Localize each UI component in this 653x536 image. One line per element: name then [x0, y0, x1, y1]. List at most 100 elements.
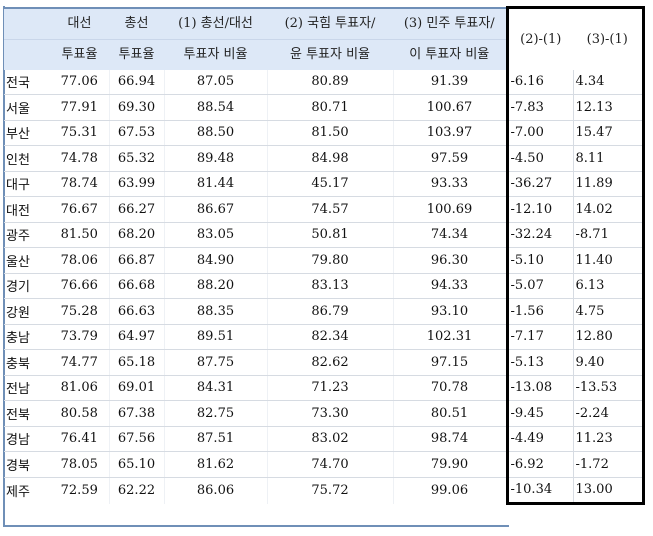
presidential-turnout-cell: 76.66: [50, 273, 110, 299]
voter-ratio-cell: 88.54: [164, 94, 268, 121]
diff-3-1-cell: 11.23: [573, 426, 645, 452]
ppp-ratio-cell: 83.13: [267, 273, 394, 299]
diff-3-1-cell: 15.47: [573, 120, 645, 146]
diff-2-1-cell: -6.92: [505, 451, 574, 478]
voter-ratio-cell: 87.05: [164, 69, 268, 95]
table-row: 서울 77.91 69.30 88.54 80.71 100.67 -7.83 12.13: [4, 94, 645, 121]
presidential-turnout-cell: 78.74: [50, 171, 110, 197]
general-turnout-cell: 69.01: [109, 375, 165, 401]
dp-ratio-cell: 100.69: [393, 196, 507, 223]
dp-ratio-cell: 96.30: [393, 247, 507, 274]
region-cell: 경북: [4, 451, 50, 478]
general-turnout-cell: 69.30: [109, 94, 165, 121]
general-turnout-cell: 66.63: [109, 298, 165, 325]
region-cell: 충북: [4, 349, 50, 376]
diff-3-1-cell: 9.40: [573, 349, 645, 376]
ppp-ratio-cell: 83.02: [267, 426, 394, 452]
general-turnout-cell: 66.27: [109, 196, 165, 223]
table-row: 경기 76.66 66.68 88.20 83.13 94.33 -5.07 6.13: [4, 273, 645, 299]
general-turnout-cell: 67.53: [109, 120, 165, 146]
presidential-turnout-cell: 81.06: [50, 375, 110, 401]
region-cell: 전국: [4, 69, 50, 95]
general-turnout-cell: 68.20: [109, 222, 165, 248]
table-row: 대구 78.74 63.99 81.44 45.17 93.33 -36.27 11.89: [4, 171, 645, 197]
diff-3-1-cell: -8.71: [573, 222, 645, 248]
presidential-turnout-cell: 80.58: [50, 400, 110, 427]
voter-ratio-cell: 84.90: [164, 247, 268, 274]
diff-3-1-cell: 4.34: [573, 69, 645, 95]
region-cell: 부산: [4, 120, 50, 146]
diff-2-1-cell: -1.56: [505, 298, 574, 325]
diff-3-1-cell: -2.24: [573, 400, 645, 427]
general-turnout-cell: 65.10: [109, 451, 165, 478]
ppp-ratio-cell: 82.62: [267, 349, 394, 376]
table-row: 전남 81.06 69.01 84.31 71.23 70.78 -13.08 -13.53: [4, 375, 645, 401]
region-cell: 인천: [4, 145, 50, 172]
diff-3-1-cell: 12.80: [573, 324, 645, 350]
ppp-ratio-cell: 82.34: [267, 324, 394, 350]
region-cell: 대구: [4, 171, 50, 197]
table-row: 전국 77.06 66.94 87.05 80.89 91.39 -6.16 4.34: [4, 69, 645, 95]
presidential-turnout-cell: 73.79: [50, 324, 110, 350]
region-cell: 전북: [4, 400, 50, 427]
region-cell: 전남: [4, 375, 50, 401]
header-region: [4, 6, 50, 70]
table-body: 전국 77.06 66.94 87.05 80.89 91.39 -6.16 4.34 서울 77…: [4, 69, 645, 505]
table-row: 대전 76.67 66.27 86.67 74.57 100.69 -12.10 14.02: [4, 196, 645, 223]
voter-ratio-cell: 81.44: [164, 171, 268, 197]
region-cell: 울산: [4, 247, 50, 274]
dp-ratio-cell: 100.67: [393, 94, 507, 121]
diff-3-1-cell: 11.89: [573, 171, 645, 197]
table-row: 강원 75.28 66.63 88.35 86.79 93.10 -1.56 4.75: [4, 298, 645, 325]
diff-2-1-cell: -7.83: [505, 94, 574, 121]
table-row: 경남 76.41 67.56 87.51 83.02 98.74 -4.49 11.23: [4, 426, 645, 452]
diff-2-1-cell: -10.34: [505, 477, 574, 505]
diff-2-1-cell: -9.45: [505, 400, 574, 427]
voter-ratio-cell: 87.51: [164, 426, 268, 452]
ppp-ratio-cell: 80.89: [267, 69, 394, 95]
diff-2-1-cell: -4.50: [505, 145, 574, 172]
diff-3-1-cell: 13.00: [573, 477, 645, 505]
header-diff-2-1: (2)-(1): [505, 6, 573, 70]
table-row: 충북 74.77 65.18 87.75 82.62 97.15 -5.13 9.40: [4, 349, 645, 376]
diff-2-1-cell: -6.16: [505, 69, 574, 95]
dp-ratio-cell: 98.74: [393, 426, 507, 452]
ppp-ratio-cell: 71.23: [267, 375, 394, 401]
general-turnout-cell: 62.22: [109, 477, 165, 504]
presidential-turnout-cell: 78.06: [50, 247, 110, 274]
dp-ratio-cell: 80.51: [393, 400, 507, 427]
presidential-turnout-cell: 78.05: [50, 451, 110, 478]
dp-ratio-cell: 94.33: [393, 273, 507, 299]
diff-2-1-cell: -12.10: [505, 196, 574, 223]
header-diff-3-1: (3)-(1): [573, 6, 645, 70]
region-cell: 서울: [4, 94, 50, 121]
diff-3-1-cell: 8.11: [573, 145, 645, 172]
general-turnout-cell: 65.32: [109, 145, 165, 172]
general-turnout-cell: 66.94: [109, 69, 165, 95]
header-row: 대선 투표율 총선 투표율 (1) 총선/대선 투표자 비율 (2) 국힘 투표…: [4, 6, 645, 70]
diff-3-1-cell: 11.40: [573, 247, 645, 274]
general-turnout-cell: 66.68: [109, 273, 165, 299]
table-row: 제주 72.59 62.22 86.06 75.72 99.06 -10.34 13.00: [4, 477, 645, 505]
ppp-ratio-cell: 86.79: [267, 298, 394, 325]
voter-ratio-cell: 88.20: [164, 273, 268, 299]
general-turnout-cell: 66.87: [109, 247, 165, 274]
region-cell: 경남: [4, 426, 50, 452]
presidential-turnout-cell: 74.78: [50, 145, 110, 172]
ppp-ratio-cell: 45.17: [267, 171, 394, 197]
ppp-ratio-cell: 74.70: [267, 451, 394, 478]
ppp-ratio-cell: 74.57: [267, 196, 394, 223]
dp-ratio-cell: 97.59: [393, 145, 507, 172]
dp-ratio-cell: 91.39: [393, 69, 507, 95]
diff-3-1-cell: -1.72: [573, 451, 645, 478]
region-cell: 강원: [4, 298, 50, 325]
header-ppp-ratio: (2) 국힘 투표자/ 윤 투표자 비율: [267, 6, 393, 70]
diff-3-1-cell: 14.02: [573, 196, 645, 223]
header-dp-ratio: (3) 민주 투표자/ 이 투표자 비율: [393, 6, 507, 70]
diff-2-1-cell: -13.08: [505, 375, 574, 401]
diff-3-1-cell: 12.13: [573, 94, 645, 121]
region-cell: 경기: [4, 273, 50, 299]
header-presidential-turnout: 대선 투표율: [50, 6, 109, 70]
diff-2-1-cell: -36.27: [505, 171, 574, 197]
dp-ratio-cell: 70.78: [393, 375, 507, 401]
